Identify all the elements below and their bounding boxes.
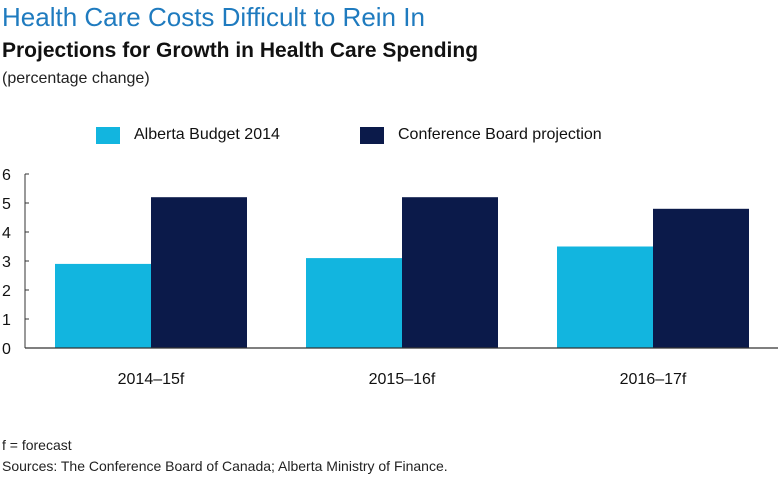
bar-alberta-budget — [55, 263, 151, 348]
y-tick-label: 0 — [2, 341, 11, 358]
legend: Alberta Budget 2014 Conference Board pro… — [0, 126, 780, 150]
legend-item-alberta-budget: Alberta Budget 2014 — [96, 126, 280, 144]
chart-subtitle: Projections for Growth in Health Care Sp… — [2, 39, 479, 62]
y-tick-label: 3 — [2, 254, 11, 271]
legend-item-conference-board: Conference Board projection — [360, 126, 602, 144]
bar-conference-board — [653, 208, 749, 348]
y-tick-label: 2 — [2, 283, 11, 300]
bar-conference-board — [151, 197, 247, 348]
legend-swatch-alberta-budget — [96, 126, 120, 144]
legend-label-conference-board: Conference Board projection — [398, 126, 602, 143]
unit-label: (percentage change) — [2, 70, 150, 87]
y-tick-label: 1 — [2, 312, 11, 329]
footnote: f = forecast — [2, 437, 72, 453]
bar-alberta-budget — [557, 246, 653, 348]
y-tick-label: 6 — [2, 167, 11, 184]
x-category-label: 2016–17f — [620, 371, 687, 388]
x-category-label: 2014–15f — [118, 371, 185, 388]
y-tick-label: 5 — [2, 196, 11, 213]
x-category-label: 2015–16f — [369, 371, 436, 388]
bar-conference-board — [402, 197, 498, 348]
source-note: Sources: The Conference Board of Canada;… — [2, 458, 448, 474]
bar-alberta-budget — [306, 258, 402, 348]
y-tick-label: 4 — [2, 225, 11, 242]
bar-chart: 0 1 2 3 4 5 6 2014–15f 2015–16f 2016–17f — [2, 167, 778, 388]
legend-label-alberta-budget: Alberta Budget 2014 — [134, 126, 280, 143]
legend-swatch-conference-board — [360, 126, 384, 144]
chart-title: Health Care Costs Difficult to Rein In — [2, 2, 425, 32]
